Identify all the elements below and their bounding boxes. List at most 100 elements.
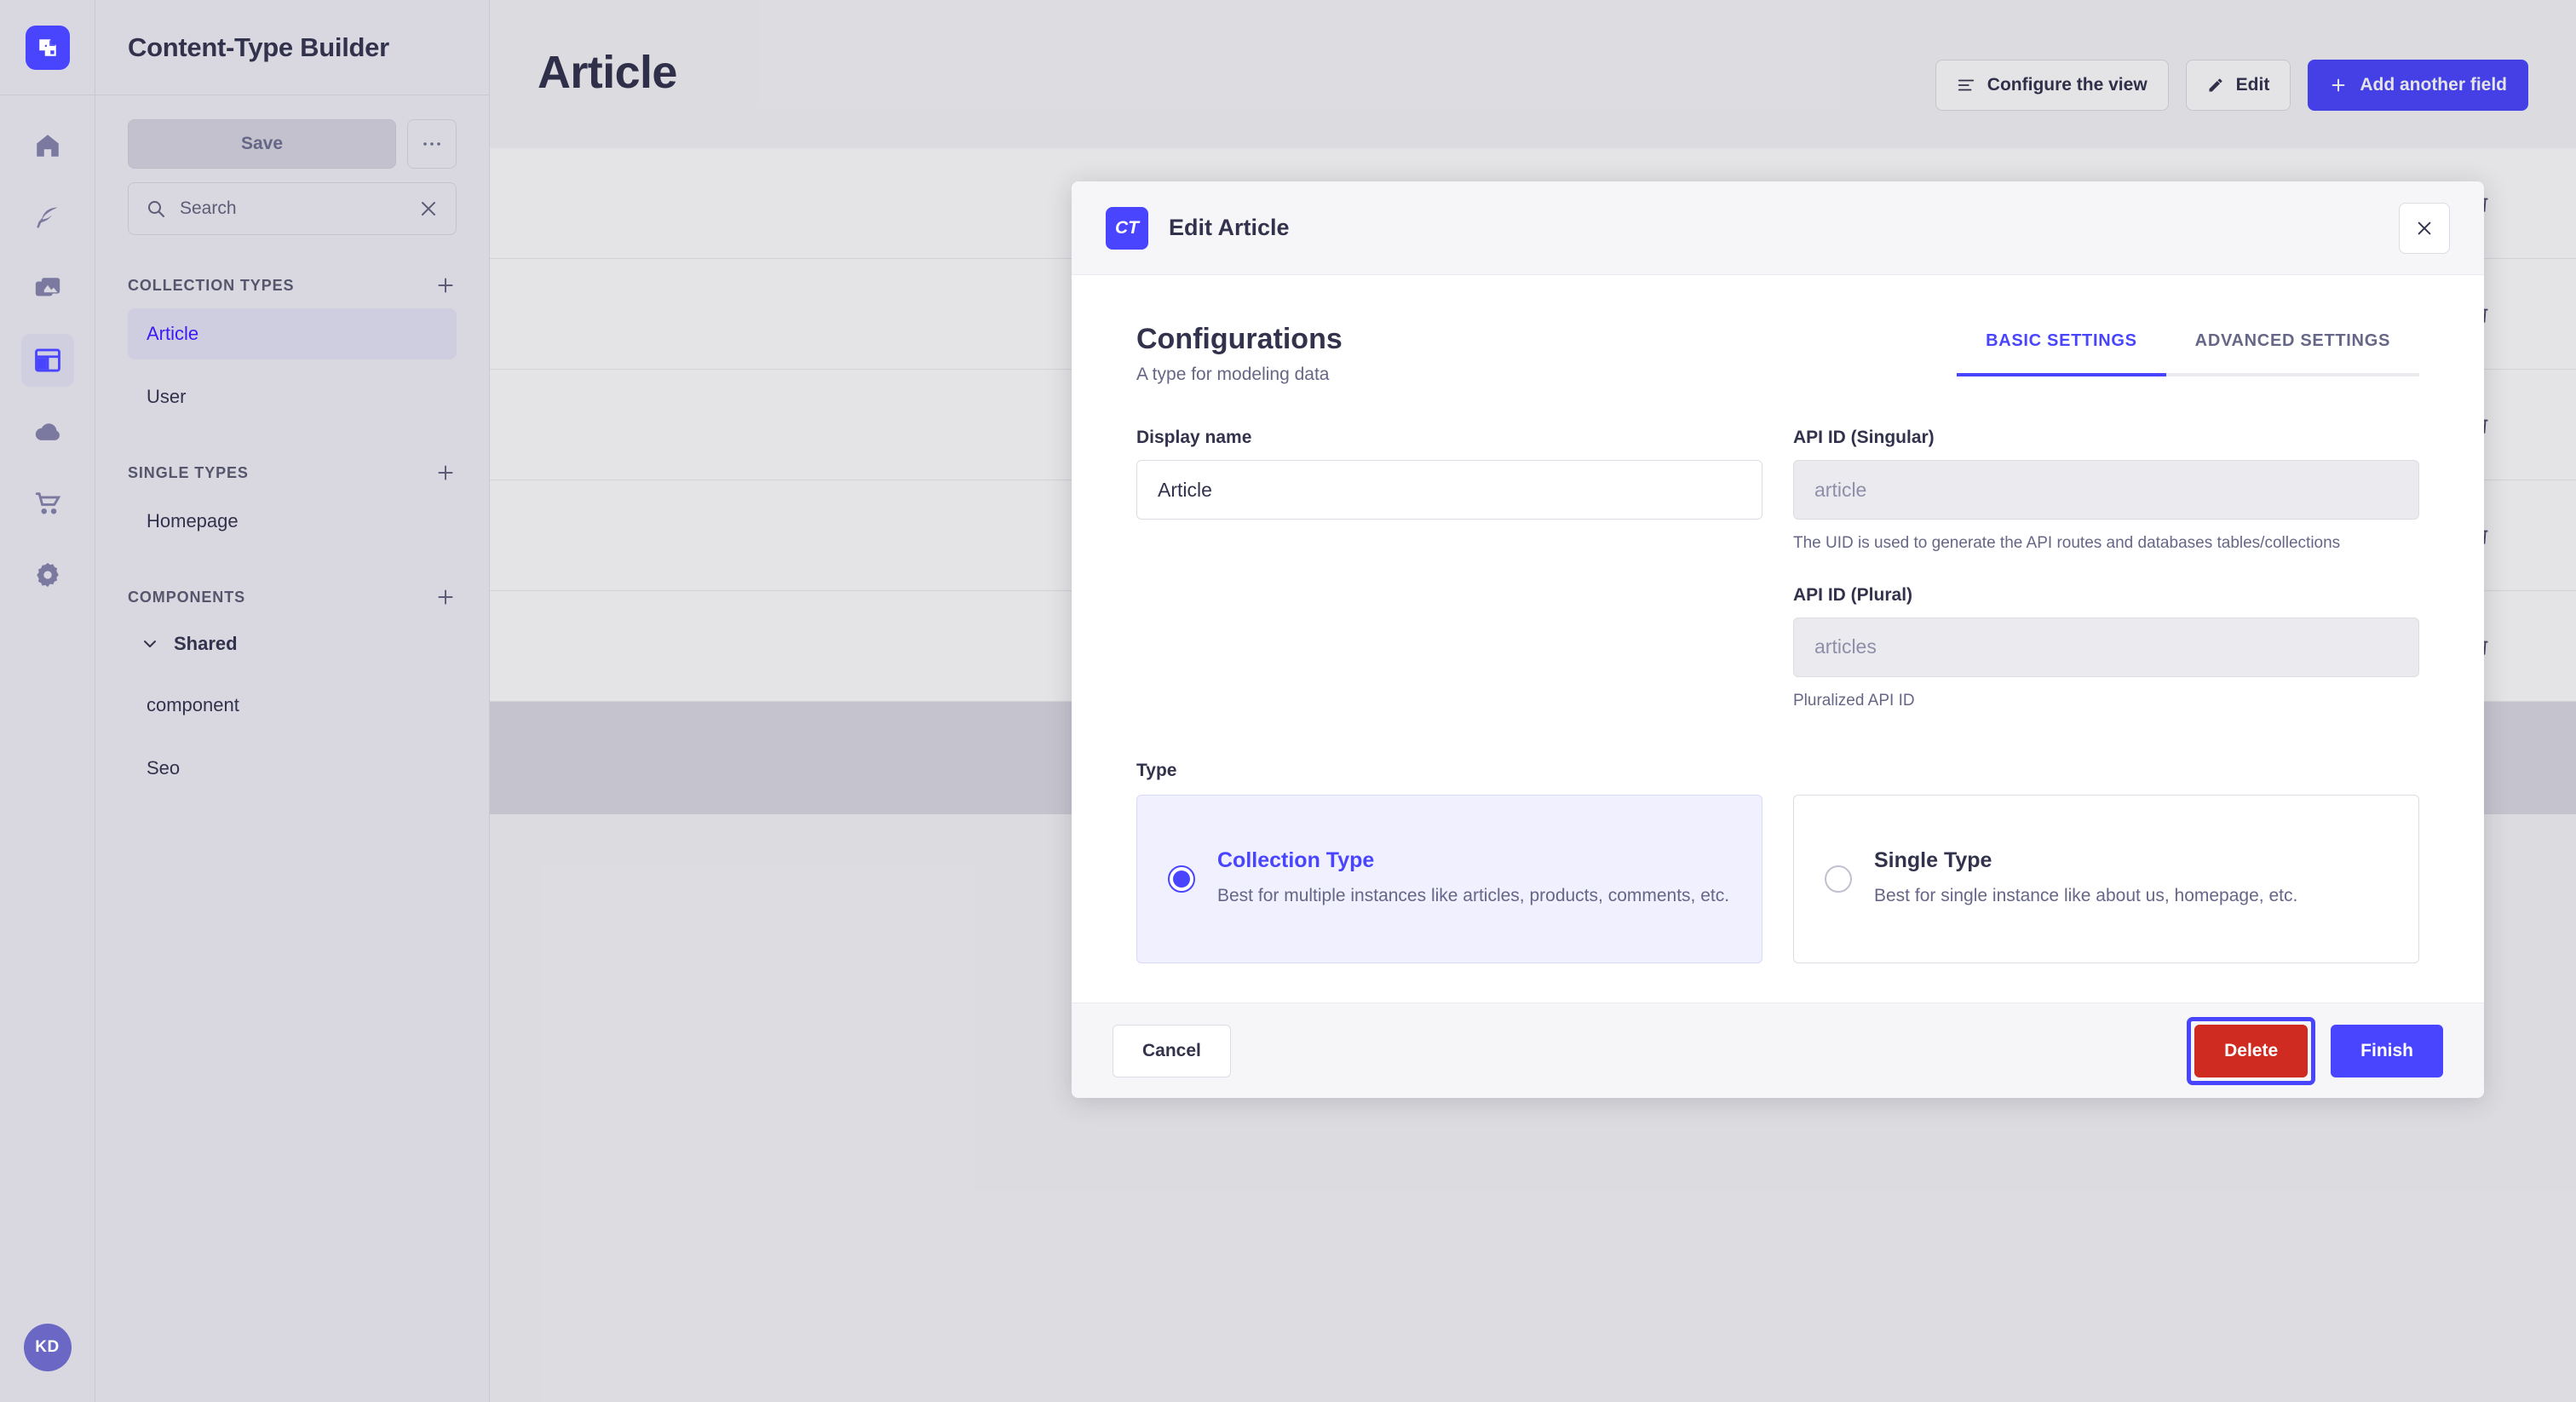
save-button[interactable]: Save <box>128 119 396 169</box>
type-option-single-type[interactable]: Single Type Best for single instance lik… <box>1793 795 2419 963</box>
delete-button[interactable]: Delete <box>2194 1024 2309 1077</box>
configure-the-view-button[interactable]: Configure the view <box>1935 60 2169 111</box>
sidebar-header: Content-Type Builder <box>95 0 489 95</box>
layout-icon <box>33 346 62 375</box>
modal-body: Configurations A type for modeling data … <box>1072 275 2484 1003</box>
ellipsis-icon <box>423 141 441 147</box>
add-collection-type-button[interactable] <box>434 274 457 296</box>
rail-item-list <box>20 119 74 601</box>
search-icon <box>146 198 166 219</box>
display-name-label: Display name <box>1136 428 1252 447</box>
fields-grid: Display name Article API ID (Singular) a… <box>1136 428 2419 713</box>
list-icon <box>1957 76 1975 95</box>
component-group-shared[interactable]: Shared <box>128 620 457 668</box>
rail-item-media-library[interactable] <box>21 262 74 315</box>
tab-advanced-settings[interactable]: ADVANCED SETTINGS <box>2165 323 2419 376</box>
type-option-collection-type[interactable]: Collection Type Best for multiple instan… <box>1136 795 1762 963</box>
modal-footer: Cancel Delete Finish <box>1072 1003 2484 1098</box>
type-option-description: Best for single instance like about us, … <box>1874 886 2298 906</box>
add-single-type-button[interactable] <box>434 462 457 484</box>
header-actions: Configure the view Edit <box>1935 60 2528 111</box>
close-modal-button[interactable] <box>2399 202 2450 254</box>
search-clear-icon[interactable] <box>418 198 439 219</box>
cancel-button[interactable]: Cancel <box>1113 1024 1231 1077</box>
plus-icon <box>434 586 457 608</box>
rail-item-cloud[interactable] <box>21 405 74 458</box>
type-option-title: Collection Type <box>1217 848 1375 873</box>
icon-rail: KD <box>0 0 95 1402</box>
configurations-title: Configurations <box>1136 323 1343 355</box>
component-group-label: Shared <box>174 633 238 654</box>
section-collection-types-header: COLLECTION TYPES <box>128 274 457 296</box>
button-label: Add another field <box>2360 75 2507 95</box>
main-header: Article Configure the view <box>490 0 2576 111</box>
strapi-logo-icon[interactable] <box>25 25 70 70</box>
api-id-singular-hint: The UID is used to generate the API rout… <box>1793 534 2341 552</box>
gear-icon <box>33 560 62 589</box>
section-components-header: COMPONENTS <box>128 586 457 608</box>
sidebar-item-label: component <box>147 694 239 715</box>
sidebar-item-component[interactable]: component <box>128 680 457 731</box>
edit-button[interactable]: Edit <box>2185 60 2291 111</box>
tab-basic-settings[interactable]: BASIC SETTINGS <box>1957 323 2166 376</box>
single-type-text: Single Type Best for single instance lik… <box>1874 848 2297 909</box>
configurations-heading: Configurations A type for modeling data <box>1136 323 1343 385</box>
close-icon <box>2415 219 2434 238</box>
collection-type-radio[interactable] <box>1168 865 1195 893</box>
type-option-title: Single Type <box>1874 848 1992 873</box>
content-type-badge: CT <box>1106 206 1148 250</box>
rail-item-home[interactable] <box>21 119 74 172</box>
rail-item-settings[interactable] <box>21 549 74 601</box>
more-options-button[interactable] <box>407 119 457 169</box>
rail-item-marketplace[interactable] <box>21 477 74 530</box>
sidebar-item-label: Article <box>147 323 199 344</box>
single-type-radio[interactable] <box>1825 865 1852 893</box>
home-icon <box>33 131 62 160</box>
finish-button[interactable]: Finish <box>2331 1024 2443 1077</box>
type-label: Type <box>1136 761 1177 780</box>
type-option-description: Best for multiple instances like article… <box>1217 886 1730 906</box>
page-title: Article <box>538 47 677 98</box>
api-id-plural-input[interactable]: articles <box>1793 617 2419 677</box>
button-label: Configure the view <box>1987 75 2148 95</box>
sidebar-item-homepage[interactable]: Homepage <box>128 496 457 547</box>
rail-bottom: KD <box>23 1324 72 1371</box>
pencil-icon <box>2207 77 2224 94</box>
cloud-icon <box>33 417 62 446</box>
avatar[interactable]: KD <box>23 1324 72 1371</box>
section-title: SINGLE TYPES <box>128 463 249 481</box>
shopping-cart-icon <box>33 489 62 518</box>
api-id-plural-hint: Pluralized API ID <box>1793 691 1915 710</box>
api-id-singular-input[interactable]: article <box>1793 460 2419 520</box>
sidebar-title: Content-Type Builder <box>128 32 389 62</box>
footer-right-actions: Delete Finish <box>2187 1016 2443 1085</box>
add-component-button[interactable] <box>434 586 457 608</box>
sidebar-actions: Save <box>128 119 457 169</box>
search-input[interactable]: Search <box>128 182 457 235</box>
rail-item-content-type-builder[interactable] <box>20 334 74 387</box>
configurations-subtitle: A type for modeling data <box>1136 365 1330 384</box>
chevron-down-icon <box>140 634 160 654</box>
sidebar-item-label: Homepage <box>147 510 239 531</box>
add-another-field-button[interactable]: Add another field <box>2308 60 2528 111</box>
edit-article-modal: CT Edit Article Configurations A type fo… <box>1072 181 2484 1098</box>
left-column: Display name Article <box>1136 428 1762 713</box>
sidebar-item-user[interactable]: User <box>128 371 457 422</box>
plus-icon <box>434 274 457 296</box>
api-id-plural-label: API ID (Plural) <box>1793 584 1913 605</box>
right-column: API ID (Singular) article The UID is use… <box>1793 428 2419 713</box>
display-name-input[interactable]: Article <box>1136 460 1762 520</box>
sidebar-body: Save Search <box>95 95 489 794</box>
sidebar: Content-Type Builder Save <box>95 0 490 1402</box>
sidebar-item-article[interactable]: Article <box>128 308 457 359</box>
rail-item-content-manager[interactable] <box>21 191 74 244</box>
feather-icon <box>33 203 62 232</box>
images-icon <box>33 274 62 303</box>
api-id-plural-block: API ID (Plural) articles Pluralized API … <box>1793 585 2419 714</box>
button-label: Edit <box>2235 75 2270 95</box>
logo-container <box>0 0 95 95</box>
plus-icon <box>2329 76 2348 95</box>
api-id-singular-label: API ID (Singular) <box>1793 428 1935 447</box>
sidebar-item-seo[interactable]: Seo <box>128 743 457 794</box>
delete-button-highlight: Delete <box>2187 1016 2316 1085</box>
